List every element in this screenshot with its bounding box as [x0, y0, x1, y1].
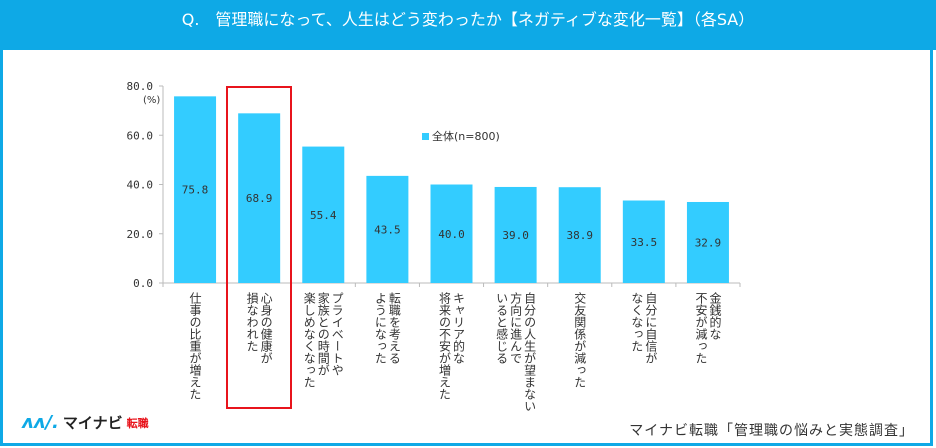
- x-tick-label: 仕事の比重が増えた: [188, 292, 203, 400]
- bar: [366, 175, 409, 283]
- legend: 全体(n=800): [422, 128, 500, 144]
- highlight-box: [226, 86, 292, 409]
- data-label: 68.9: [246, 192, 273, 205]
- data-label: 75.8: [182, 184, 209, 197]
- bar: [558, 187, 601, 283]
- logo-mark-icon: ʌʌ/.: [22, 412, 59, 433]
- logo-sub: 転職: [126, 416, 149, 430]
- x-tick-label: プライベートや 家族との時間が 楽しめなくなった: [302, 292, 345, 388]
- y-tick-label: 20.0: [127, 228, 154, 241]
- data-label: 33.5: [631, 236, 658, 249]
- bar: [238, 113, 281, 284]
- data-label: 55.4: [310, 209, 337, 222]
- bar: [302, 146, 345, 283]
- data-label: 40.0: [438, 228, 465, 241]
- x-tick-label: 転職を考える ようになった: [373, 292, 402, 364]
- chart-title: Q. 管理職になって、人生はどう変わったか【ネガティブな変化一覧】（各SA）: [0, 0, 936, 50]
- mynavi-logo: ʌʌ/. マイナビ 転職: [22, 412, 149, 433]
- x-tick-label: 金銭的な 不安が減った: [693, 292, 722, 364]
- x-tick-label: 自分の人生が望まない 方向に進んで いると感じる: [494, 292, 537, 412]
- x-tick-label: 交友関係が減った: [572, 292, 587, 388]
- data-label: 39.0: [502, 229, 529, 242]
- y-tick-label: 0.0: [133, 277, 153, 290]
- legend-swatch: [422, 132, 429, 140]
- x-tick-label: 心身の健康が 損なわれた: [245, 292, 274, 364]
- data-label: 38.9: [566, 229, 593, 242]
- data-label: 32.9: [695, 236, 722, 249]
- y-tick-label: 40.0: [127, 179, 154, 192]
- x-tick-label: キャリア的な 将来の不安が増えた: [437, 292, 466, 400]
- y-axis-unit: (%): [143, 95, 160, 106]
- bar: [622, 200, 665, 283]
- x-tick-label: 自分に自信が なくなった: [629, 292, 658, 364]
- source-note: マイナビ転職「管理職の悩みと実態調査」: [629, 423, 914, 439]
- data-label: 43.5: [374, 223, 401, 236]
- legend-label: 全体(n=800): [432, 130, 500, 143]
- logo-text: マイナビ: [62, 414, 123, 432]
- bar: [174, 96, 217, 283]
- y-tick-label: 80.0: [127, 80, 154, 93]
- bar: [430, 184, 473, 283]
- bar: [686, 201, 729, 283]
- bar: [494, 186, 537, 283]
- y-tick-label: 60.0: [127, 129, 154, 142]
